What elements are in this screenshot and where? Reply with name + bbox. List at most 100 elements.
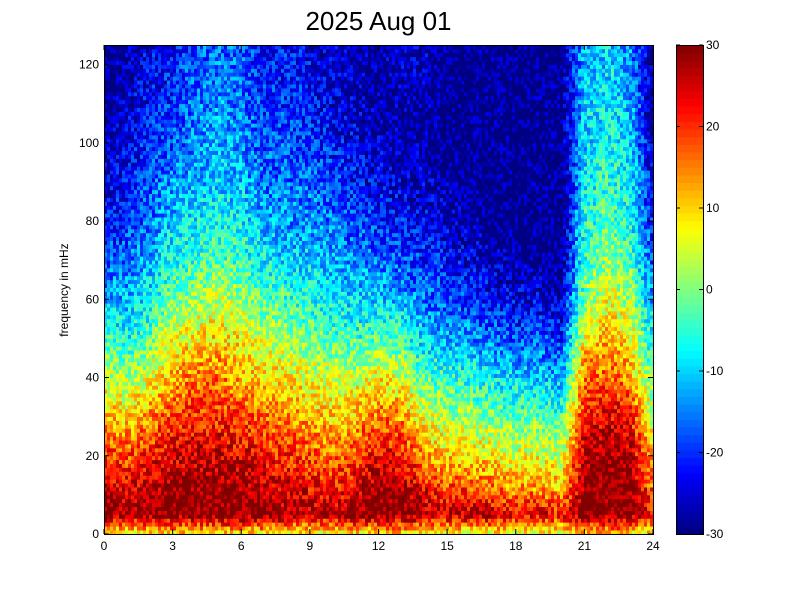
- heatmap-cell: [209, 91, 213, 97]
- heatmap-cell: [122, 385, 126, 390]
- heatmap-cell: [209, 88, 213, 93]
- heatmap-cell: [110, 385, 114, 390]
- heatmap-cell: [140, 490, 144, 496]
- heatmap-cell: [221, 307, 225, 312]
- heatmap-cell: [179, 142, 183, 148]
- heatmap-cell: [218, 205, 222, 210]
- heatmap-cell: [128, 404, 132, 410]
- heatmap-cell: [173, 48, 177, 54]
- heatmap-cell: [221, 440, 225, 445]
- heatmap-cell: [113, 224, 117, 230]
- heatmap-cell: [122, 432, 126, 437]
- heatmap-cell: [221, 314, 225, 320]
- heatmap-cell: [194, 275, 198, 281]
- heatmap-cell: [194, 127, 198, 132]
- heatmap-cell: [197, 299, 201, 304]
- heatmap-cell: [143, 248, 147, 253]
- heatmap-cell: [119, 162, 123, 167]
- heatmap-cell: [128, 103, 132, 108]
- heatmap-cell: [179, 361, 183, 367]
- heatmap-cell: [203, 193, 207, 198]
- heatmap-cell: [197, 209, 201, 214]
- heatmap-cell: [158, 346, 162, 351]
- heatmap-cell: [125, 307, 129, 312]
- heatmap-cell: [113, 170, 117, 175]
- heatmap-cell: [170, 354, 174, 359]
- heatmap-cell: [113, 354, 117, 359]
- heatmap-cell: [116, 283, 120, 288]
- heatmap-cell: [203, 45, 207, 50]
- heatmap-cell: [149, 60, 153, 65]
- heatmap-cell: [155, 138, 159, 144]
- heatmap-cell: [218, 455, 222, 461]
- heatmap-cell: [137, 291, 141, 296]
- heatmap-cell: [167, 475, 171, 480]
- heatmap-cell: [122, 60, 126, 65]
- heatmap-cell: [143, 256, 147, 261]
- heatmap-cell: [158, 224, 162, 230]
- heatmap-cell: [221, 123, 225, 128]
- heatmap-cell: [134, 440, 138, 445]
- heatmap-cell: [182, 158, 186, 163]
- heatmap-cell: [128, 361, 132, 367]
- heatmap-cell: [143, 314, 147, 320]
- heatmap-cell: [206, 107, 210, 112]
- heatmap-cell: [146, 397, 150, 402]
- heatmap-cell: [170, 467, 174, 472]
- heatmap-cell: [110, 95, 114, 101]
- heatmap-cell: [134, 60, 138, 65]
- heatmap-cell: [179, 479, 183, 484]
- heatmap-cell: [203, 232, 207, 238]
- heatmap-cell: [170, 428, 174, 433]
- heatmap-cell: [107, 221, 111, 226]
- heatmap-cell: [188, 52, 192, 58]
- heatmap-cell: [173, 111, 177, 116]
- heatmap-cell: [188, 295, 192, 300]
- heatmap-cell: [185, 393, 189, 398]
- heatmap-cell: [110, 365, 114, 371]
- heatmap-cell: [161, 193, 165, 198]
- heatmap-cell: [170, 420, 174, 425]
- heatmap-cell: [116, 88, 120, 93]
- heatmap-cell: [164, 490, 168, 496]
- heatmap-cell: [146, 45, 150, 50]
- heatmap-cell: [149, 311, 153, 316]
- heatmap-cell: [203, 436, 207, 441]
- heatmap-cell: [116, 330, 120, 335]
- heatmap-cell: [176, 56, 180, 62]
- heatmap-cell: [173, 487, 177, 492]
- heatmap-cell: [167, 264, 171, 269]
- heatmap-cell: [161, 267, 165, 273]
- heatmap-cell: [164, 240, 168, 245]
- heatmap-cell: [131, 381, 135, 386]
- heatmap-cell: [107, 264, 111, 269]
- heatmap-cell: [155, 518, 159, 523]
- heatmap-cell: [113, 103, 117, 108]
- heatmap-cell: [203, 99, 207, 105]
- heatmap-cell: [128, 138, 132, 144]
- heatmap-cell: [182, 185, 186, 191]
- heatmap-cell: [134, 467, 138, 472]
- heatmap-cell: [221, 158, 225, 163]
- heatmap-cell: [209, 84, 213, 89]
- heatmap-cell: [140, 314, 144, 320]
- heatmap-cell: [128, 48, 132, 54]
- heatmap-cell: [212, 459, 216, 464]
- heatmap-cell: [146, 502, 150, 508]
- heatmap-cell: [179, 408, 183, 414]
- heatmap-cell: [170, 311, 174, 316]
- heatmap-cell: [116, 506, 120, 511]
- heatmap-cell: [119, 205, 123, 210]
- heatmap-cell: [158, 381, 162, 386]
- heatmap-cell: [107, 330, 111, 335]
- heatmap-cell: [215, 510, 219, 515]
- heatmap-cell: [170, 99, 174, 105]
- heatmap-cell: [134, 412, 138, 418]
- heatmap-cell: [107, 463, 111, 468]
- heatmap-cell: [203, 440, 207, 445]
- heatmap-cell: [212, 174, 216, 179]
- heatmap-cell: [110, 181, 114, 187]
- heatmap-cell: [188, 244, 192, 249]
- heatmap-cell: [173, 416, 177, 421]
- heatmap-cell: [221, 111, 225, 116]
